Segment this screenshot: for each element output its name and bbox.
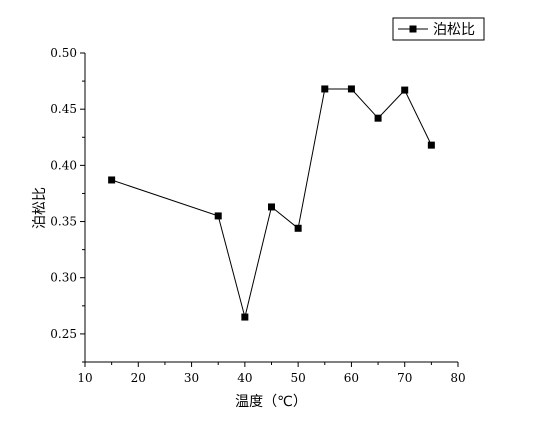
y-tick-label: 0.40 [50, 158, 77, 172]
y-tick-label: 0.35 [50, 215, 77, 229]
data-point [321, 85, 329, 93]
x-tick-label: 30 [184, 371, 199, 385]
legend-marker-square [409, 25, 417, 33]
x-tick-label: 60 [344, 371, 359, 385]
data-point [294, 224, 302, 232]
x-axis-title: 温度（℃） [235, 394, 307, 410]
x-tick-label: 10 [77, 371, 92, 385]
data-point [427, 141, 435, 149]
legend-label: 泊松比 [433, 22, 475, 38]
y-axis-ticks: 0.25 0.30 0.35 0.40 0.45 0.50 [50, 46, 85, 363]
series-layer [108, 85, 435, 321]
x-tick-label: 20 [131, 371, 146, 385]
data-point [108, 176, 116, 184]
data-point [401, 86, 409, 94]
data-point [214, 212, 222, 220]
legend-box [392, 17, 485, 41]
legend: 泊松比 [392, 17, 485, 41]
x-axis-ticks: 10 20 30 40 50 60 70 80 [77, 362, 466, 385]
data-point [241, 313, 249, 321]
x-tick-label: 50 [291, 371, 306, 385]
x-tick-label: 80 [450, 371, 465, 385]
x-tick-label: 70 [397, 371, 412, 385]
y-tick-label: 0.25 [50, 327, 77, 341]
y-tick-label: 0.30 [50, 271, 77, 285]
data-point [347, 85, 355, 93]
y-axis-title: 泊松比 [32, 187, 48, 229]
y-tick-label: 0.45 [50, 102, 77, 116]
y-tick-label: 0.50 [50, 46, 77, 60]
series-line [111, 88, 432, 318]
data-point [268, 203, 275, 211]
x-tick-label: 40 [237, 371, 252, 385]
data-point [374, 114, 382, 122]
